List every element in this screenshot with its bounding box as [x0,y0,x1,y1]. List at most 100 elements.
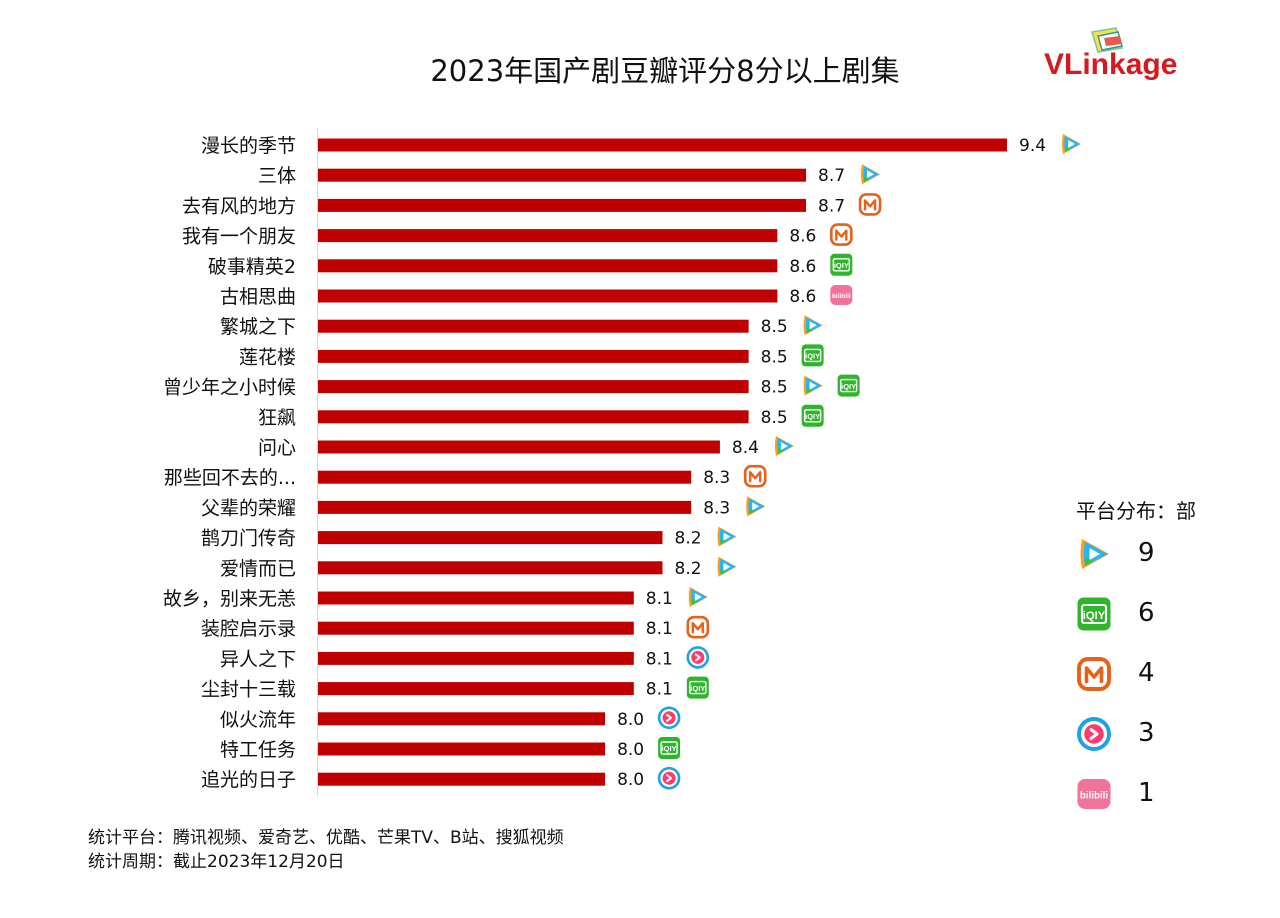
category-label: 装腔启示录 [201,618,296,640]
footer-period: 统计周期：截止2023年12月20日 [88,852,345,872]
value-label: 8.5 [761,408,788,428]
bar [318,440,720,454]
value-label: 8.7 [818,166,845,186]
legend-item-youku: 3 [1074,714,1224,754]
tencent-video-icon [688,587,708,607]
bar [318,500,692,514]
category-label: 鹊刀门传奇 [201,528,296,550]
category-label: 莲花楼 [239,346,296,368]
category-label: 古相思曲 [220,286,296,308]
category-label: 繁城之下 [220,316,296,338]
category-label: 父辈的荣耀 [201,497,296,519]
mango-tv-icon [743,464,767,488]
value-label: 8.6 [789,287,816,307]
svg-text:iQIY: iQIY [690,684,705,693]
tencent-video-icon [1062,134,1081,154]
tencent-video-icon [774,436,794,456]
value-label: 8.1 [646,619,673,639]
value-label: 8.4 [732,438,759,458]
value-label: 8.6 [789,257,816,277]
legend-count: 3 [1138,718,1155,748]
bar [318,349,749,363]
youku-icon [657,706,681,730]
legend-item-mango: 4 [1074,654,1224,694]
value-label: 8.3 [703,468,730,488]
value-label: 8.5 [761,378,788,398]
value-label: 8.2 [675,559,702,579]
iqiyi-icon: iQIY [658,737,681,759]
mango-tv-icon [686,615,710,639]
category-label: 爱情而已 [220,558,296,580]
iqiyi-icon: iQIY [801,404,824,427]
bar [318,229,778,243]
tencent-video-icon [717,526,737,547]
iqiyi-icon: iQIY [686,676,709,699]
bilibili-icon: bilibili [1077,779,1111,809]
value-label: 8.0 [617,740,644,760]
category-label: 问心 [258,437,296,459]
svg-text:bilibili: bilibili [832,293,851,300]
category-label: 漫长的季节 [201,135,296,157]
legend-count: 6 [1138,598,1155,628]
category-label: 追光的日子 [201,769,296,791]
value-label: 8.5 [761,347,788,367]
bar [318,319,749,333]
category-label: 三体 [258,165,296,187]
bar [318,651,634,665]
bar [318,289,778,303]
iqiyi-icon: iQIY [1077,597,1111,631]
svg-text:iQIY: iQIY [841,382,856,391]
mango-tv-icon [830,223,853,246]
category-label: 去有风的地方 [182,195,296,217]
iqiyi-icon: iQIY [830,253,853,276]
value-label: 8.1 [646,589,673,609]
value-label: 8.2 [675,529,702,549]
category-label: 似火流年 [220,709,296,731]
logo-text-suffix: age [1125,48,1178,81]
bar [318,742,606,756]
tencent-video-icon [746,496,766,517]
bar [318,591,634,605]
bar [318,531,663,545]
bar [318,712,606,726]
tencent-video-icon [803,315,823,336]
legend-count: 4 [1138,658,1155,688]
iqiyi-icon: iQIY [801,344,824,367]
value-label: 8.7 [818,196,845,216]
youku-icon [657,766,681,790]
svg-text:iQIY: iQIY [1083,610,1106,622]
footer-notes: 统计平台：腾讯视频、爱奇艺、优酷、芒果TV、B站、搜狐视频 统计周期：截止202… [88,826,564,874]
value-label: 8.0 [617,770,644,790]
legend-count: 1 [1138,778,1155,808]
value-label: 8.0 [617,710,644,730]
value-label: 8.5 [761,317,788,337]
bar [318,561,663,575]
youku-icon [1077,717,1111,751]
svg-text:iQIY: iQIY [805,352,820,361]
category-label: 曾少年之小时候 [163,377,296,399]
bar [318,198,807,212]
svg-text:bilibili: bilibili [1080,791,1108,802]
legend-item-tencent: 9 [1074,534,1224,574]
bar [318,138,1007,152]
value-label: 8.6 [789,227,816,247]
category-label: 狂飙 [258,407,296,429]
category-label: 那些回不去的... [164,467,296,489]
legend-title: 平台分布：部 [1076,499,1196,523]
value-label: 8.1 [646,680,673,700]
category-label: 故乡，别来无恙 [163,588,296,610]
value-label: 9.4 [1019,136,1046,156]
mango-tv-icon [1077,657,1111,691]
tencent-video-icon [803,375,823,396]
category-label: 尘封十三载 [201,679,296,701]
bar [318,682,634,696]
footer-platforms: 统计平台：腾讯视频、爱奇艺、优酷、芒果TV、B站、搜狐视频 [88,828,564,848]
bar [318,380,749,394]
youku-icon [686,646,710,669]
bilibili-icon: bilibili [830,285,853,305]
logo-text-prefix: VLink [1044,48,1126,81]
legend-count: 9 [1138,538,1155,568]
legend-item-bilibili: bilibili 1 [1074,774,1224,814]
tencent-video-icon [717,556,737,577]
